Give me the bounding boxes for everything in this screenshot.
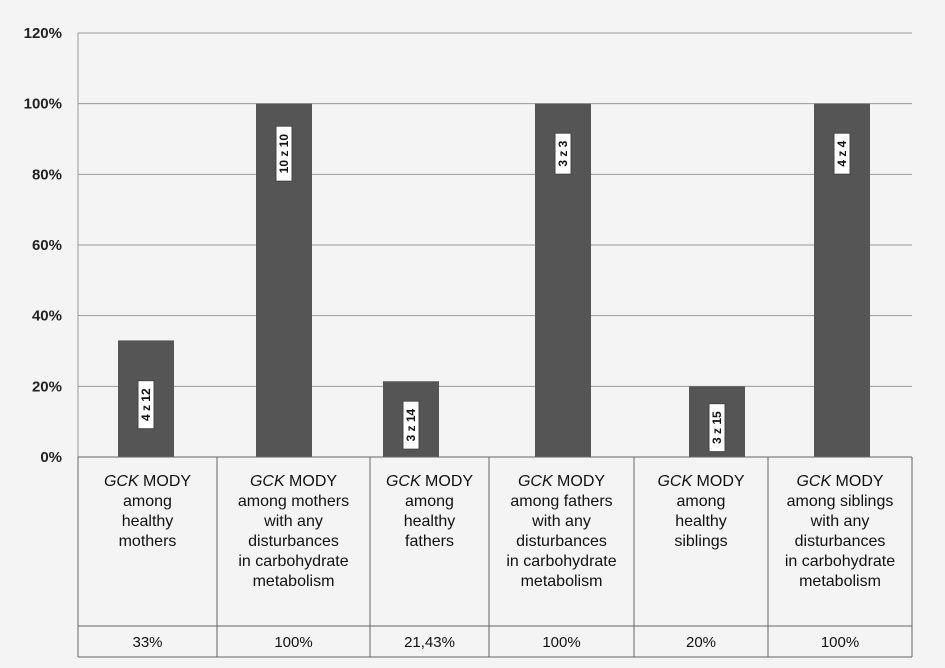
- bar-label-text: 3 z 14: [404, 408, 418, 441]
- table-percentage-value: 33%: [132, 634, 162, 651]
- y-tick-label: 20%: [32, 378, 62, 395]
- y-axis-ticks: 0% 20% 40% 60% 80% 100% 120%: [24, 25, 62, 466]
- category-mody-word: MODY: [139, 473, 192, 490]
- category-label-heading: GCK MODY: [657, 473, 744, 490]
- bar-count-label: 3 z 3: [554, 132, 572, 175]
- gridlines: [77, 32, 912, 458]
- category-mody-word: MODY: [421, 473, 474, 490]
- bar-count-label: 4 z 4: [833, 132, 851, 175]
- bar-label-box: [708, 403, 726, 453]
- y-tick-label: 0%: [40, 449, 62, 466]
- bar-label-box: [833, 132, 851, 175]
- category-gene-name: GCK: [518, 473, 554, 490]
- category-label-line: healthy: [122, 513, 174, 530]
- bar-count-label: 10 z 10: [275, 125, 293, 182]
- category-label-line: among: [405, 493, 454, 510]
- category-label-heading: GCK MODY: [104, 473, 191, 490]
- bar-count-label: 3 z 15: [708, 403, 726, 453]
- category-label-heading: GCK MODY: [386, 473, 473, 490]
- category-label-line: among mothers: [238, 493, 349, 510]
- y-tick-label: 100%: [24, 96, 62, 113]
- bar-label-text: 4 z 12: [139, 388, 153, 421]
- table-percentage-value: 20%: [686, 634, 716, 651]
- category-label-line: in carbohydrate: [785, 553, 895, 570]
- category-gene-name: GCK: [386, 473, 422, 490]
- bar-count-label: 4 z 12: [137, 380, 155, 430]
- category-label-line: with any: [531, 513, 591, 530]
- category-label-line: in carbohydrate: [506, 553, 616, 570]
- y-tick-label: 60%: [32, 237, 62, 254]
- category-label-line: among: [123, 493, 172, 510]
- category-label-line: with any: [810, 513, 870, 530]
- category-gene-name: GCK: [657, 473, 693, 490]
- bar-label-text: 3 z 15: [710, 411, 724, 444]
- category-label-line: metabolism: [253, 573, 335, 590]
- category-label-line: mothers: [119, 533, 177, 550]
- bar-label-text: 3 z 3: [556, 140, 570, 166]
- bar-label-text: 10 z 10: [277, 134, 291, 174]
- category-label-line: in carbohydrate: [238, 553, 348, 570]
- category-gene-name: GCK: [796, 473, 832, 490]
- category-label-line: healthy: [675, 513, 727, 530]
- category-label-heading: GCK MODY: [250, 473, 337, 490]
- bar-label-box: [275, 125, 293, 182]
- table-percentage-value: 100%: [274, 634, 312, 651]
- bar-label-box: [137, 380, 155, 430]
- y-tick-label: 40%: [32, 308, 62, 325]
- category-mody-word: MODY: [692, 473, 745, 490]
- table-percentage-value: 100%: [542, 634, 580, 651]
- category-label-heading: GCK MODY: [796, 473, 883, 490]
- category-label-line: fathers: [405, 533, 454, 550]
- category-label-line: metabolism: [799, 573, 881, 590]
- category-mody-word: MODY: [831, 473, 884, 490]
- bars: 4 z 12 10 z 10 3 z 14 3 z 3 3 z 15 4 z 4: [118, 103, 870, 458]
- category-label-line: siblings: [674, 533, 727, 550]
- category-mody-word: MODY: [553, 473, 606, 490]
- bar-label-box: [554, 132, 572, 175]
- bar-label-box: [402, 400, 420, 450]
- category-label-line: disturbances: [248, 533, 339, 550]
- y-tick-label: 120%: [24, 25, 62, 42]
- table-percentage-value: 21,43%: [404, 634, 455, 651]
- category-label-line: metabolism: [521, 573, 603, 590]
- category-label-line: healthy: [404, 513, 456, 530]
- category-label-line: with any: [263, 513, 323, 530]
- category-label-line: disturbances: [795, 533, 886, 550]
- table-percentage-value: 100%: [821, 634, 859, 651]
- category-label-line: disturbances: [516, 533, 607, 550]
- y-tick-label: 80%: [32, 166, 62, 183]
- bar-count-label: 3 z 14: [402, 400, 420, 450]
- category-label-line: among fathers: [510, 493, 612, 510]
- category-label-heading: GCK MODY: [518, 473, 605, 490]
- category-label-line: among siblings: [787, 493, 894, 510]
- category-gene-name: GCK: [104, 473, 140, 490]
- category-table: GCK MODY among healthy mothers 33% GCK MODY am…: [77, 456, 913, 658]
- bar-label-text: 4 z 4: [835, 140, 849, 166]
- category-gene-name: GCK: [250, 473, 286, 490]
- category-label-line: among: [677, 493, 726, 510]
- category-mody-word: MODY: [285, 473, 338, 490]
